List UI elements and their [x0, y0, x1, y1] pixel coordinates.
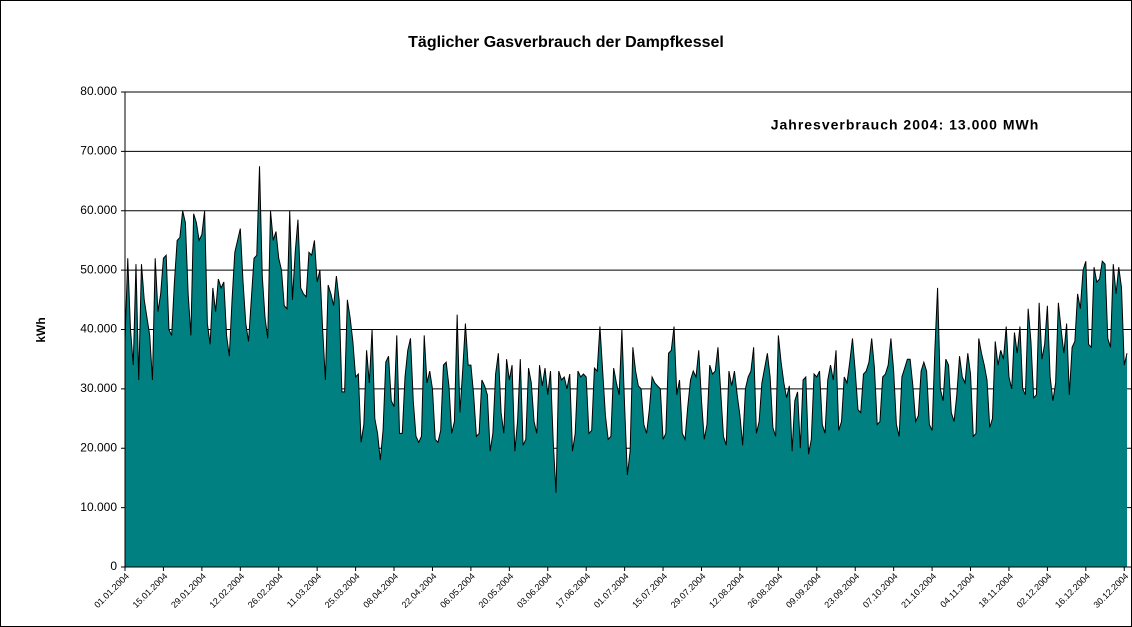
annotation: Jahresverbrauch 2004: 13.000 MWh	[771, 117, 1040, 133]
area	[125, 166, 1127, 567]
chart-title: Täglicher Gasverbrauch der Dampfkessel	[408, 34, 724, 51]
y-tick-label: 50.000	[80, 262, 117, 276]
y-tick-label: 10.000	[80, 500, 117, 514]
area-outline	[124, 166, 1128, 493]
y-tick-label: 60.000	[80, 203, 117, 217]
y-tick-label: 0	[110, 559, 117, 573]
y-axis-label: kWh	[34, 317, 48, 342]
y-tick-label: 80.000	[80, 84, 117, 98]
y-tick-label: 40.000	[80, 322, 117, 336]
y-tick-label: 30.000	[80, 381, 117, 395]
y-tick-label: 70.000	[80, 144, 117, 158]
y-tick-label: 20.000	[80, 440, 117, 454]
